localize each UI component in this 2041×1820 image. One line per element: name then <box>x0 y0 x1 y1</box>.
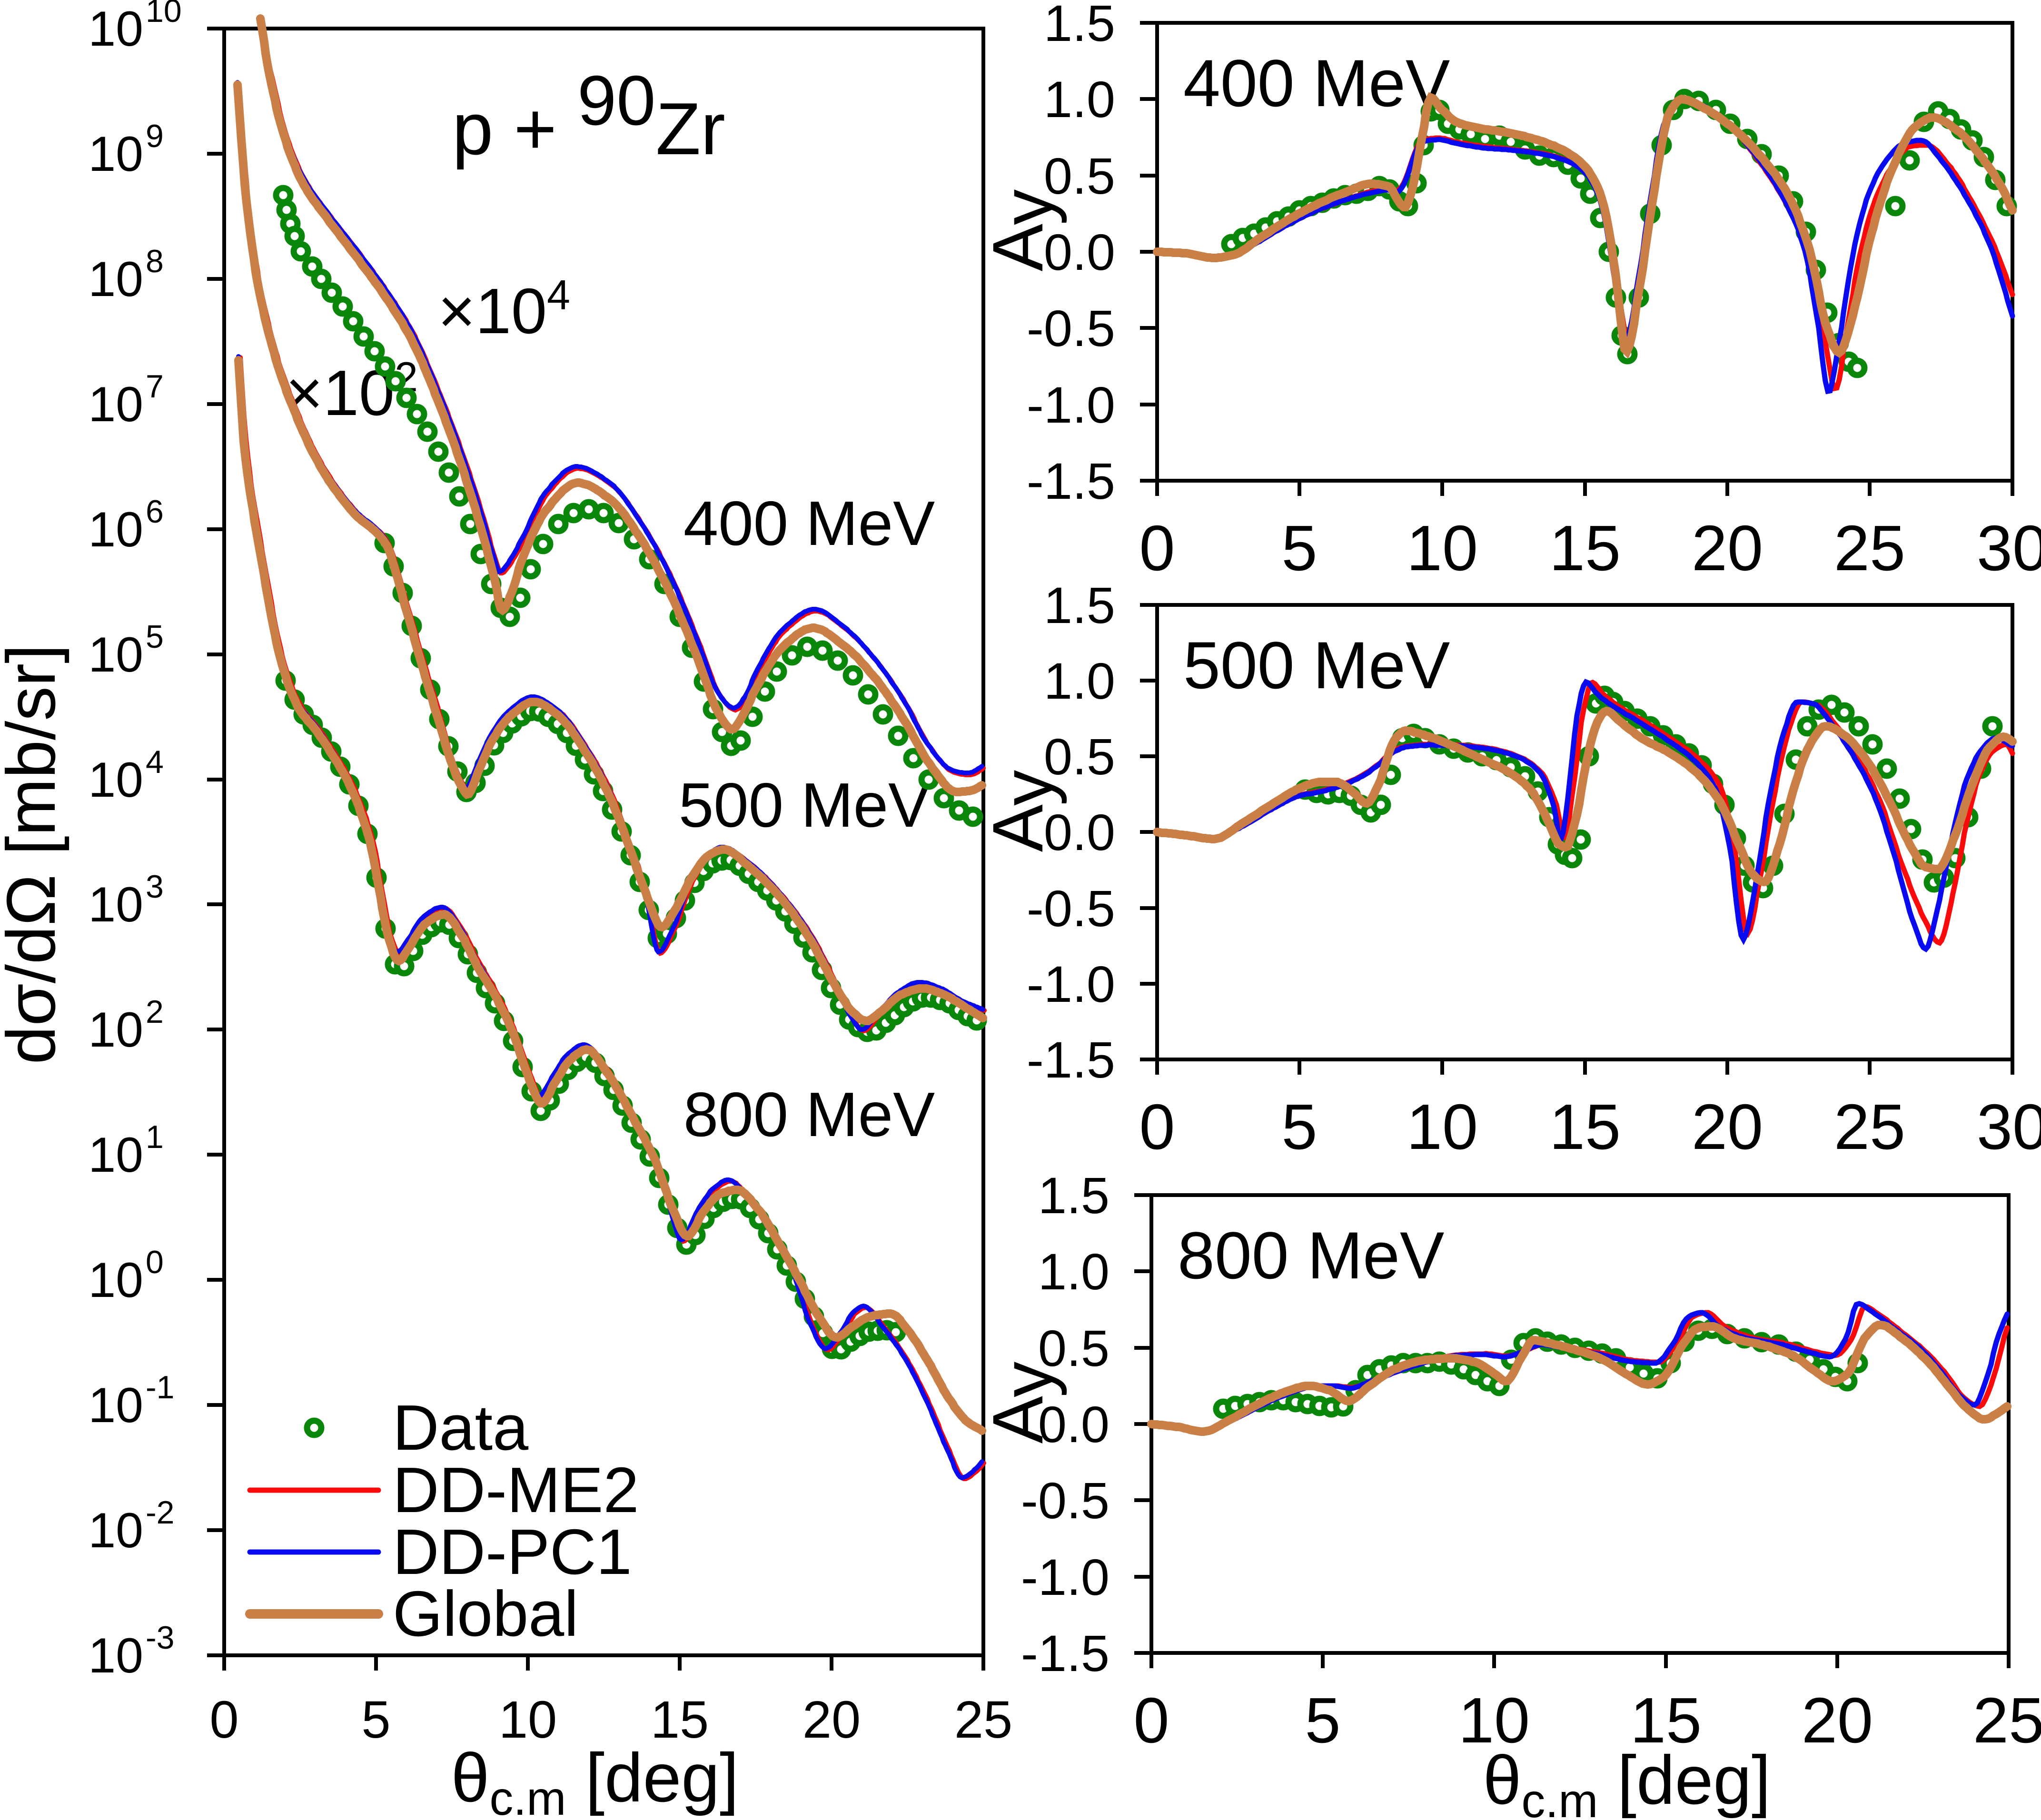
svg-text:10: 10 <box>499 1691 557 1749</box>
svg-text:Data: Data <box>393 1392 529 1464</box>
svg-text:20: 20 <box>803 1691 861 1749</box>
svg-text:10: 10 <box>88 252 143 307</box>
svg-text:10: 10 <box>88 627 143 682</box>
svg-text:10: 10 <box>1458 1684 1530 1756</box>
svg-text:0: 0 <box>1139 512 1175 584</box>
svg-text:0.0: 0.0 <box>1038 1395 1110 1453</box>
svg-text:10: 10 <box>88 1253 143 1308</box>
svg-text:Ay: Ay <box>978 770 1067 852</box>
svg-text:10: 10 <box>88 1128 143 1183</box>
svg-text:25: 25 <box>1834 1091 1905 1163</box>
svg-text:0: 0 <box>146 1244 164 1280</box>
svg-text:25: 25 <box>1973 1684 2041 1756</box>
svg-text:6: 6 <box>146 494 164 530</box>
svg-text:20: 20 <box>1692 512 1763 584</box>
svg-text:-1.5: -1.5 <box>1027 452 1115 510</box>
svg-text:-1.0: -1.0 <box>1027 376 1115 434</box>
svg-text:5: 5 <box>361 1691 390 1749</box>
svg-text:25: 25 <box>1834 512 1905 584</box>
svg-text:DD-ME2: DD-ME2 <box>393 1454 639 1526</box>
svg-text:-2: -2 <box>146 1494 174 1531</box>
svg-text:800 MeV: 800 MeV <box>684 1079 935 1149</box>
svg-text:-1.5: -1.5 <box>1027 1031 1115 1088</box>
svg-text:25: 25 <box>954 1691 1012 1749</box>
svg-text:5: 5 <box>1281 1091 1317 1163</box>
svg-text:800 MeV: 800 MeV <box>1178 1218 1444 1293</box>
svg-text:10: 10 <box>88 1503 143 1558</box>
svg-text:1.5: 1.5 <box>1044 576 1115 634</box>
svg-text:400 MeV: 400 MeV <box>1183 46 1450 120</box>
svg-text:5: 5 <box>1281 512 1317 584</box>
svg-text:-1.0: -1.0 <box>1021 1548 1110 1606</box>
svg-text:1.5: 1.5 <box>1038 1167 1110 1224</box>
svg-text:-0.5: -0.5 <box>1027 880 1115 937</box>
svg-text:400 MeV: 400 MeV <box>684 488 935 558</box>
svg-text:1: 1 <box>146 1119 164 1155</box>
svg-text:15: 15 <box>1549 512 1621 584</box>
svg-text:10: 10 <box>88 127 143 182</box>
svg-text:4: 4 <box>146 744 164 780</box>
svg-text:1.0: 1.0 <box>1044 652 1115 710</box>
svg-text:-1.5: -1.5 <box>1021 1624 1110 1682</box>
svg-text:10: 10 <box>88 752 143 808</box>
svg-text:dσ/dΩ [mb/sr]: dσ/dΩ [mb/sr] <box>0 644 69 1065</box>
svg-text:0.0: 0.0 <box>1044 223 1115 281</box>
svg-text:-1.0: -1.0 <box>1027 955 1115 1013</box>
svg-text:10: 10 <box>88 1 143 57</box>
svg-text:5: 5 <box>1305 1684 1340 1756</box>
svg-text:15: 15 <box>1549 1091 1621 1163</box>
svg-text:0.5: 0.5 <box>1044 728 1115 785</box>
svg-text:10: 10 <box>88 1378 143 1433</box>
svg-text:1.0: 1.0 <box>1038 1243 1110 1300</box>
svg-text:1.5: 1.5 <box>1044 0 1115 52</box>
svg-text:0.5: 0.5 <box>1044 147 1115 205</box>
svg-text:10: 10 <box>88 1628 143 1683</box>
svg-text:-1: -1 <box>146 1369 174 1405</box>
svg-text:9: 9 <box>146 118 164 154</box>
svg-text:10: 10 <box>1407 1091 1478 1163</box>
svg-text:500 MeV: 500 MeV <box>679 770 930 840</box>
svg-text:8: 8 <box>146 243 164 279</box>
svg-text:-0.5: -0.5 <box>1027 299 1115 357</box>
svg-text:Global: Global <box>393 1578 578 1650</box>
svg-text:0.5: 0.5 <box>1038 1319 1110 1377</box>
svg-text:10: 10 <box>88 877 143 932</box>
svg-text:10: 10 <box>88 1002 143 1058</box>
svg-text:15: 15 <box>651 1691 709 1749</box>
svg-text:0.0: 0.0 <box>1044 803 1115 861</box>
svg-text:Ay: Ay <box>978 189 1067 271</box>
svg-text:20: 20 <box>1692 1091 1763 1163</box>
svg-text:30: 30 <box>1977 512 2041 584</box>
svg-text:3: 3 <box>146 869 164 905</box>
svg-text:10: 10 <box>88 377 143 432</box>
svg-text:1.0: 1.0 <box>1044 70 1115 128</box>
svg-text:0: 0 <box>209 1691 238 1749</box>
svg-text:15: 15 <box>1630 1684 1702 1756</box>
svg-text:500 MeV: 500 MeV <box>1183 628 1450 702</box>
svg-text:10: 10 <box>146 0 182 29</box>
svg-text:Ay: Ay <box>978 1362 1067 1444</box>
svg-text:10: 10 <box>88 502 143 557</box>
svg-text:-0.5: -0.5 <box>1021 1472 1110 1529</box>
svg-text:10: 10 <box>1407 512 1478 584</box>
svg-text:20: 20 <box>1802 1684 1873 1756</box>
svg-text:0: 0 <box>1139 1091 1175 1163</box>
svg-text:θc.m [deg]: θc.m [deg] <box>1483 1741 1771 1820</box>
svg-text:DD-PC1: DD-PC1 <box>393 1516 632 1588</box>
svg-text:-3: -3 <box>146 1620 174 1656</box>
svg-text:7: 7 <box>146 368 164 405</box>
svg-text:30: 30 <box>1977 1091 2041 1163</box>
svg-text:5: 5 <box>146 619 164 655</box>
svg-text:2: 2 <box>146 994 164 1030</box>
svg-text:0: 0 <box>1133 1684 1169 1756</box>
